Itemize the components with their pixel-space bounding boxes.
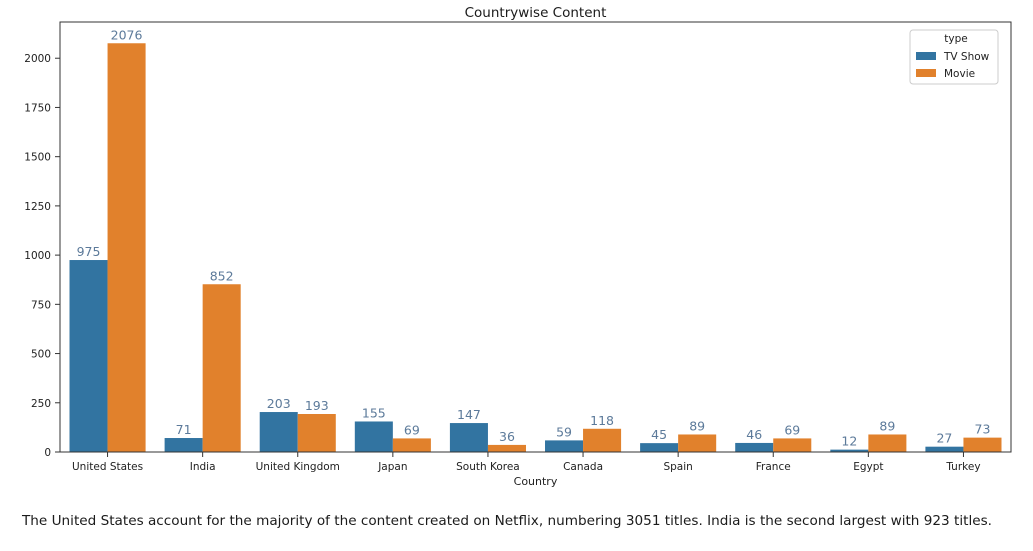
- x-tick-label: France: [756, 461, 791, 473]
- y-tick-label: 750: [31, 299, 51, 311]
- bar-data-label: 27: [936, 431, 952, 446]
- chart-title: Countrywise Content: [465, 5, 607, 21]
- bar-data-label: 89: [879, 418, 895, 433]
- x-tick-label: Japan: [377, 461, 407, 473]
- bar-data-label: 118: [590, 413, 614, 428]
- chart-area: Countrywise Content 0 250 500 750 1000 1250 150…: [24, 5, 1012, 488]
- y-tick-label: 1000: [24, 250, 51, 262]
- bar-movie: [963, 437, 1002, 452]
- bar-data-label: 155: [362, 405, 386, 420]
- bar-movie: [107, 43, 146, 453]
- y-tick-label: 500: [31, 349, 51, 361]
- legend-label: TV Show: [943, 51, 990, 63]
- bar-movie: [678, 434, 717, 452]
- y-tick-label: 2000: [24, 53, 51, 65]
- legend-label: Movie: [944, 68, 975, 80]
- x-axis-label: Country: [514, 475, 558, 488]
- bar-movie: [773, 438, 812, 452]
- x-tick-label: Canada: [563, 461, 603, 473]
- bar-data-label: 89: [689, 418, 705, 433]
- bar-movie: [392, 438, 431, 452]
- bar-data-label: 36: [499, 429, 515, 444]
- bar-movie: [487, 444, 526, 452]
- legend-title: type: [944, 33, 967, 45]
- y-tick-label: 0: [44, 447, 51, 459]
- bar-tv-show: [164, 438, 203, 452]
- x-tick-label: Spain: [663, 461, 692, 473]
- x-tick-label: United Kingdom: [256, 461, 340, 473]
- bar-data-label: 73: [975, 422, 991, 437]
- bar-movie: [297, 414, 336, 452]
- bar-tv-show: [925, 446, 964, 452]
- bar-data-label: 975: [77, 244, 101, 259]
- bar-data-label: 69: [404, 422, 420, 437]
- bar-tv-show: [545, 440, 584, 452]
- bar-tv-show: [69, 260, 108, 452]
- x-tick-label: Turkey: [945, 461, 980, 473]
- bar-tv-show: [735, 442, 774, 452]
- bar-data-label: 203: [267, 396, 291, 411]
- bar-tv-show: [354, 421, 393, 452]
- legend-swatch-movie: [916, 69, 936, 77]
- x-tick-label: India: [190, 461, 216, 473]
- bar-movie: [868, 434, 907, 452]
- bar-data-label: 71: [176, 422, 192, 437]
- plot-frame: [59, 21, 1012, 453]
- bar-data-label: 147: [457, 407, 481, 422]
- y-tick-label: 1500: [24, 152, 51, 164]
- bar-data-label: 46: [746, 427, 762, 442]
- bar-data-label: 193: [305, 398, 329, 413]
- bar-data-label: 69: [784, 422, 800, 437]
- bar-movie: [583, 428, 622, 452]
- bar-movie: [202, 284, 241, 452]
- bar-data-label: 59: [556, 424, 572, 439]
- y-tick-label: 250: [31, 398, 51, 410]
- bar-data-label: 12: [841, 434, 857, 449]
- y-tick-label: 1250: [24, 201, 51, 213]
- bar-data-label: 45: [651, 427, 667, 442]
- y-tick-label: 1750: [24, 102, 51, 114]
- bar-tv-show: [640, 443, 679, 452]
- x-tick-label: South Korea: [456, 461, 520, 473]
- x-tick-label: United States: [72, 461, 143, 473]
- bar-tv-show: [259, 412, 298, 452]
- bar-data-label: 2076: [111, 27, 143, 42]
- legend-swatch-tv-show: [916, 52, 936, 60]
- bar-data-label: 852: [210, 268, 234, 283]
- bar-chart: Countrywise Content 0 250 500 750 1000 1250 150…: [24, 5, 1012, 488]
- caption-text: The United States account for the majori…: [22, 513, 992, 529]
- x-tick-label: Egypt: [853, 461, 883, 473]
- bar-tv-show: [830, 449, 869, 452]
- bar-tv-show: [449, 423, 488, 452]
